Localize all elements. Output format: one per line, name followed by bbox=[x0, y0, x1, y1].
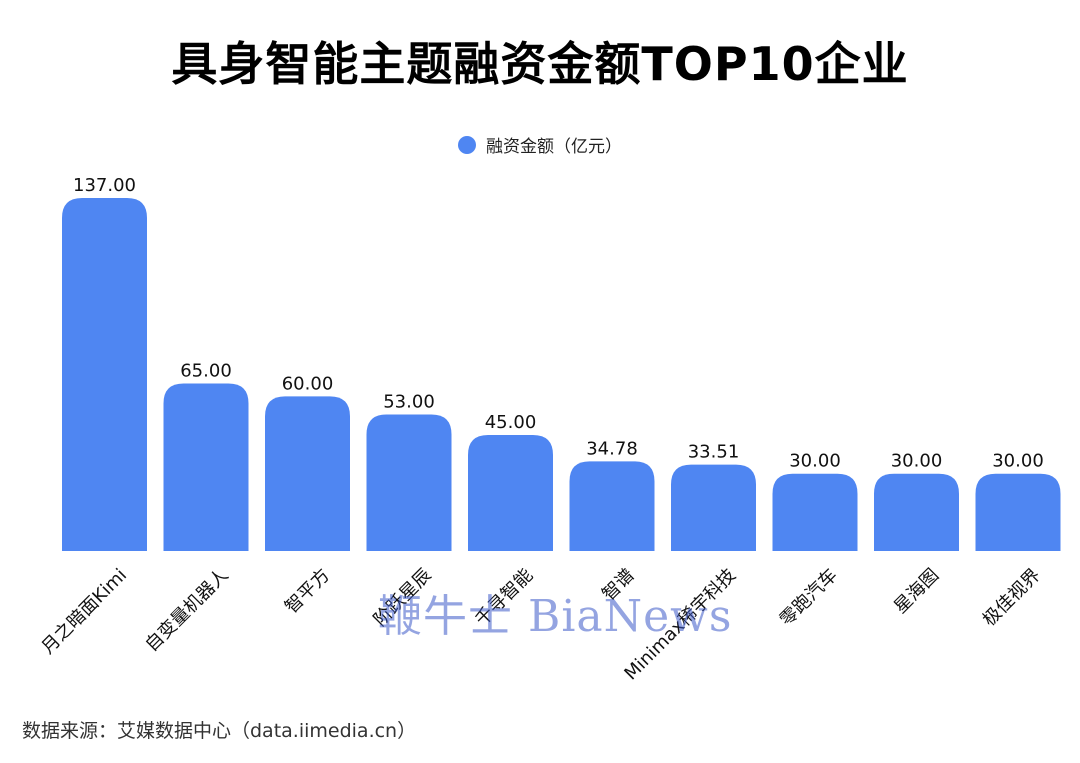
category-label-2: 自变量机器人 bbox=[141, 565, 232, 656]
legend: 融资金额（亿元） bbox=[0, 132, 1080, 157]
bar-3 bbox=[265, 396, 350, 551]
value-label-1: 137.00 bbox=[73, 175, 136, 196]
category-label-7: Minimax稀宇科技 bbox=[620, 565, 740, 685]
category-label-3: 智平方 bbox=[281, 565, 334, 618]
bar-8 bbox=[772, 473, 858, 551]
bar-7 bbox=[671, 464, 756, 551]
category-label-6: 智谱 bbox=[598, 565, 638, 605]
bar-4 bbox=[366, 414, 452, 551]
category-label-4: 阶跃星辰 bbox=[370, 565, 436, 631]
bar-5 bbox=[468, 435, 553, 551]
value-label-3: 60.00 bbox=[282, 373, 334, 394]
category-label-1: 月之暗面Kimi bbox=[38, 565, 132, 659]
category-label-9: 星海图 bbox=[890, 565, 943, 618]
value-label-7: 33.51 bbox=[688, 442, 740, 463]
bar-2 bbox=[163, 383, 249, 551]
value-label-2: 65.00 bbox=[180, 361, 232, 382]
value-label-5: 45.00 bbox=[485, 412, 537, 433]
category-label-5: 千寻智能 bbox=[471, 565, 537, 631]
bar-9 bbox=[874, 473, 959, 551]
value-label-8: 30.00 bbox=[789, 451, 841, 472]
chart-title: 具身智能主题融资金额TOP10企业 bbox=[171, 37, 909, 91]
source-note: 数据来源：艾媒数据中心（data.iimedia.cn） bbox=[22, 720, 417, 742]
bar-10 bbox=[975, 473, 1061, 551]
legend-marker bbox=[458, 135, 476, 154]
value-label-4: 53.00 bbox=[383, 391, 435, 412]
category-label-8: 零跑汽车 bbox=[776, 565, 842, 631]
value-label-6: 34.78 bbox=[586, 438, 638, 459]
category-label-10: 极佳视界 bbox=[979, 565, 1045, 631]
bar-1 bbox=[62, 198, 147, 551]
legend-label: 融资金额（亿元） bbox=[486, 137, 622, 157]
bar-chart: 137.00 月之暗面Kimi 65.00 自变量机器人 60.00 智平方 53.00 阶跃… bbox=[38, 175, 1061, 685]
value-label-9: 30.00 bbox=[891, 451, 943, 472]
bar-6 bbox=[569, 461, 655, 551]
value-label-10: 30.00 bbox=[992, 451, 1044, 472]
